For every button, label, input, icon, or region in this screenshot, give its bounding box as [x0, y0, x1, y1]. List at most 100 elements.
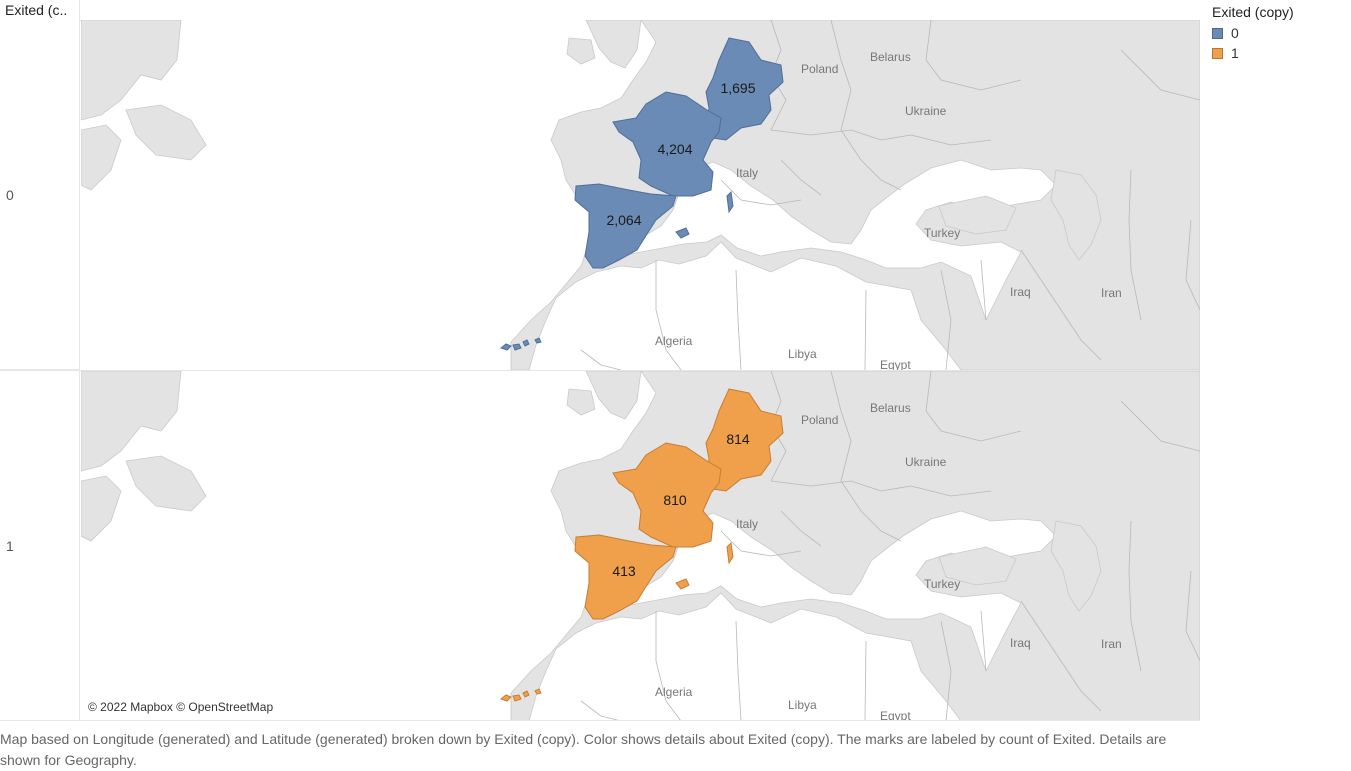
map-label-libya: Libya	[788, 347, 817, 361]
land-mass-0	[81, 371, 182, 472]
land-mass-7	[938, 195, 1017, 235]
country-border-8	[980, 610, 987, 672]
row-label-text: 0	[6, 186, 14, 203]
spain-region[interactable]	[574, 534, 677, 620]
corsica-region[interactable]	[726, 541, 734, 565]
map-label-ukraine: Ukraine	[905, 455, 947, 469]
map-label-ukraine: Ukraine	[905, 104, 947, 118]
row-label-text: 1	[6, 538, 14, 554]
map-label-algeria: Algeria	[655, 334, 693, 348]
country-border-2	[770, 129, 992, 146]
land-mass-3	[585, 20, 642, 69]
land-mass-2	[125, 104, 207, 161]
canary-islands-region[interactable]	[499, 688, 542, 702]
basemap-borders	[580, 371, 1200, 721]
map-attribution[interactable]: © 2022 Mapbox © OpenStreetMap	[88, 700, 274, 714]
germany-region[interactable]	[705, 37, 784, 141]
legend-label-0: 0	[1231, 25, 1239, 41]
canary-islands-region[interactable]	[499, 337, 542, 351]
map-label-belarus: Belarus	[870, 50, 911, 64]
country-border-12	[655, 260, 682, 370]
country-border-11	[735, 269, 742, 370]
map-pane-exited-1[interactable]: Poland Belarus Ukraine Italy Turkey Iraq…	[81, 371, 1200, 721]
map-pane-exited-0[interactable]: Poland Belarus Ukraine Italy Turkey Iraq…	[81, 20, 1200, 370]
country-border-9	[940, 620, 952, 721]
row-field-header[interactable]: Exited (c..	[0, 0, 80, 20]
value-label-spain: 2,064	[606, 212, 641, 228]
country-border-13	[580, 700, 622, 721]
country-border-11	[735, 620, 742, 721]
land-mass-1	[81, 124, 122, 191]
country-border-4	[840, 480, 902, 542]
country-border-7	[1020, 600, 1102, 712]
land-mass-0	[81, 20, 182, 121]
map-label-italy: Italy	[736, 166, 758, 180]
country-border-15	[780, 510, 822, 547]
row-header-0[interactable]: 0	[0, 20, 80, 370]
map-label-turkey: Turkey	[924, 226, 960, 240]
map-label-iran: Iran	[1101, 637, 1122, 651]
color-legend[interactable]: Exited (copy) 0 1	[1212, 4, 1342, 63]
country-border-9	[940, 269, 952, 370]
country-border-10	[864, 289, 867, 370]
value-label-germany: 1,695	[720, 80, 755, 96]
map-label-egypt: Egypt	[880, 709, 911, 721]
land-mass-3	[585, 371, 642, 420]
value-label-spain: 413	[612, 563, 636, 579]
country-border-3	[925, 371, 1022, 442]
france-region[interactable]	[612, 91, 722, 197]
worksheet-caption: Map based on Longitude (generated) and L…	[0, 731, 1167, 768]
country-border-13	[580, 349, 622, 370]
land-mass-6	[1050, 169, 1102, 261]
legend-label-1: 1	[1231, 45, 1239, 61]
land-mass-7	[938, 546, 1017, 586]
map-label-egypt: Egypt	[880, 358, 911, 370]
map-label-iraq: Iraq	[1010, 636, 1031, 650]
map-label-poland: Poland	[801, 413, 838, 427]
legend-swatch-1	[1212, 47, 1223, 59]
legend-item-0[interactable]: 0	[1212, 23, 1342, 43]
country-border-15	[780, 159, 822, 196]
map-label-libya: Libya	[788, 698, 817, 712]
map-label-turkey: Turkey	[924, 577, 960, 591]
country-border-5	[1120, 49, 1200, 101]
legend-item-1[interactable]: 1	[1212, 43, 1342, 63]
map-label-algeria: Algeria	[655, 685, 693, 699]
germany-region[interactable]	[705, 388, 784, 492]
row-header-1[interactable]: 1	[0, 371, 80, 721]
country-border-6	[1128, 169, 1142, 321]
country-border-10	[864, 640, 867, 721]
row-divider	[0, 370, 1200, 371]
country-border-16	[1185, 219, 1200, 311]
balearic-region[interactable]	[675, 578, 690, 590]
country-border-14	[720, 530, 802, 557]
country-border-14	[720, 179, 802, 206]
country-border-7	[1020, 249, 1102, 361]
spain-region[interactable]	[574, 183, 677, 269]
corsica-region[interactable]	[726, 190, 734, 214]
map-label-belarus: Belarus	[870, 401, 911, 415]
land-mass-4	[566, 388, 596, 416]
balearic-region[interactable]	[675, 227, 690, 239]
basemap-borders	[580, 20, 1200, 370]
country-border-3	[925, 20, 1022, 91]
country-border-2	[770, 480, 992, 497]
map-canvas[interactable]: Poland Belarus Ukraine Italy Turkey Iraq…	[81, 20, 1200, 370]
france-region[interactable]	[612, 442, 722, 548]
country-border-1	[830, 20, 852, 131]
legend-title: Exited (copy)	[1212, 4, 1294, 20]
column-header-strip	[80, 0, 1200, 21]
value-label-france: 810	[663, 492, 687, 508]
map-label-iran: Iran	[1101, 286, 1122, 300]
country-border-1	[830, 371, 852, 482]
land-mass-6	[1050, 520, 1102, 612]
map-canvas[interactable]: Poland Belarus Ukraine Italy Turkey Iraq…	[81, 371, 1200, 721]
value-label-france: 4,204	[657, 141, 692, 157]
country-border-8	[980, 259, 987, 321]
country-border-12	[655, 611, 682, 721]
value-label-germany: 814	[726, 431, 750, 447]
bottom-divider	[0, 720, 1200, 721]
country-border-16	[1185, 570, 1200, 662]
legend-swatch-0	[1212, 27, 1223, 39]
map-label-iraq: Iraq	[1010, 285, 1031, 299]
